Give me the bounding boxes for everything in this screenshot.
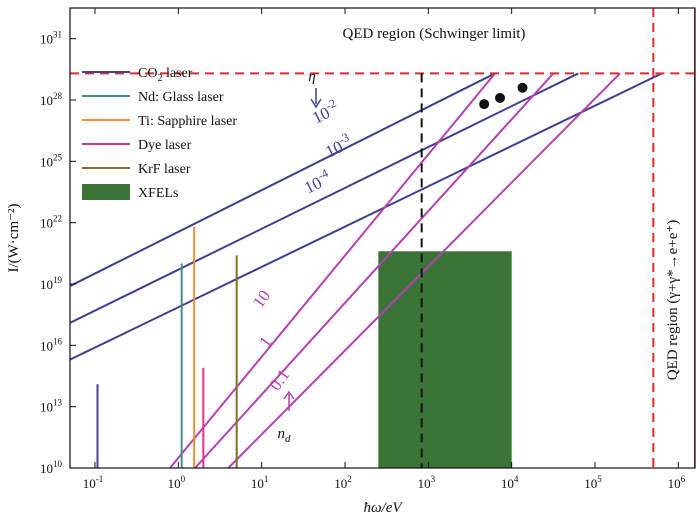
y-tick-label-5: 1025: [40, 152, 63, 169]
y-tick-label-4: 1022: [40, 214, 62, 231]
x-tick-label-6: 105: [584, 474, 602, 491]
plot-frame: [69, 7, 696, 469]
eta-line-0: [70, 72, 496, 287]
nd-symbol: nd: [278, 426, 292, 445]
x-axis-label: ħω/eV: [363, 500, 403, 516]
qed-pair-label: QED region (γ+γ*→e+e⁺): [665, 220, 681, 381]
nd-line-label-0: 10: [249, 286, 274, 311]
eta-line-label-0: 10-2: [308, 96, 342, 128]
y-axis-label: I/(W·cm⁻²): [6, 203, 22, 272]
nd-line-2: [227, 72, 621, 468]
legend-label-4: KrF laser: [138, 162, 191, 177]
eta-line-1: [70, 72, 579, 324]
legend-label-0: CO2 laser: [138, 66, 193, 84]
y-tick-label-0: 1010: [40, 459, 63, 476]
data-point-2: [517, 82, 528, 93]
legend-label-3: Dye laser: [138, 138, 192, 153]
data-point-1: [495, 92, 505, 103]
x-tick-label-1: 100: [168, 474, 186, 491]
y-tick-label-6: 1028: [40, 91, 63, 108]
legend-label-1: Nd: Glass laser: [138, 90, 224, 105]
eta-arrow: [310, 88, 322, 109]
nd-line-0: [169, 72, 496, 468]
y-tick-label-7: 1031: [40, 30, 62, 47]
nd-arrow: [283, 390, 295, 411]
eta-line-2: [70, 72, 663, 361]
plot-area: [70, 8, 695, 468]
xfel-region: [378, 251, 512, 468]
nd-line-1: [194, 72, 555, 468]
x-tick-label-4: 103: [418, 474, 436, 491]
nd-line-label-2: 0.1: [266, 366, 294, 394]
y-tick-label-3: 1019: [40, 275, 63, 292]
legend-label-2: Ti: Sapphire laser: [138, 114, 237, 129]
x-tick-label-7: 106: [668, 474, 686, 491]
y-tick-label-2: 1016: [40, 336, 63, 353]
legend-swatch-5: [82, 184, 130, 200]
x-tick-label-0: 10-1: [83, 474, 104, 491]
qed-schwinger-label: QED region (Schwinger limit): [343, 26, 526, 42]
y-tick-label-1: 1013: [40, 398, 63, 415]
x-tick-label-2: 101: [251, 474, 269, 491]
nd-line-label-1: 1: [255, 333, 275, 351]
legend-label-5: XFELs: [138, 186, 178, 201]
eta-line-label-2: 10-4: [300, 166, 334, 198]
x-tick-label-5: 104: [501, 474, 519, 491]
eta-symbol: η: [308, 69, 315, 85]
data-point-0: [479, 99, 490, 110]
x-tick-label-3: 102: [334, 474, 352, 491]
